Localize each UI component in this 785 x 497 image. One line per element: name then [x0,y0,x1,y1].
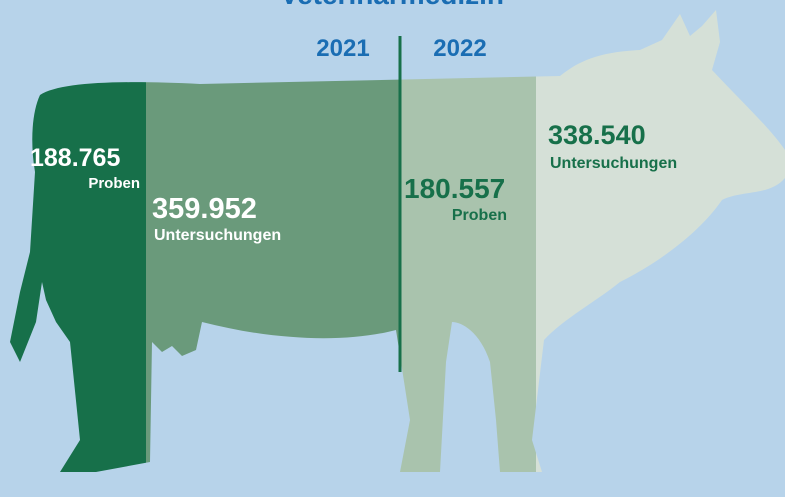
year-label: 2021 [316,35,369,62]
cow-silhouette [0,0,785,497]
region-2021-untersuchungen [146,0,400,497]
title: Veterinärmedizin [280,0,504,10]
stat-label: Untersuchungen [550,155,677,172]
stat-value: 359.952 [152,193,257,225]
page: Veterinärmedizin 2021 2022 188.765 Probe… [0,0,785,497]
stat-label: Proben [452,207,507,224]
stat-value: 180.557 [404,173,505,204]
region-2022-proben [400,0,536,497]
stat-label: Untersuchungen [154,227,281,244]
stat-label: Proben [88,175,140,192]
year-label: 2022 [433,35,486,62]
stat-value: 188.765 [30,144,120,172]
stat-value: 338.540 [548,120,646,150]
infographic: Veterinärmedizin 2021 2022 188.765 Probe… [0,0,785,497]
region-2021-proben [0,0,146,497]
region-2022-untersuchungen [536,0,785,497]
